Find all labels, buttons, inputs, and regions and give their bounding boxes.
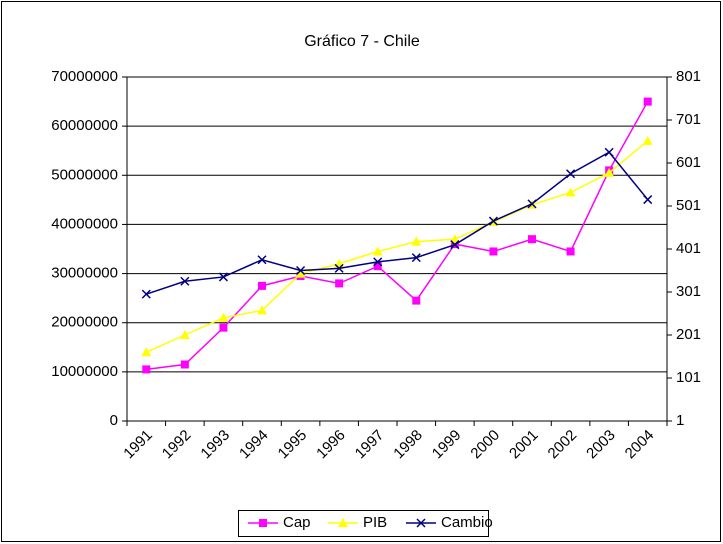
marker xyxy=(295,268,306,278)
y2-tick-label: 601 xyxy=(676,154,701,171)
series-line xyxy=(146,101,649,371)
marker xyxy=(411,253,421,263)
marker xyxy=(449,234,460,244)
marker xyxy=(338,518,348,527)
marker xyxy=(566,169,576,179)
marker xyxy=(411,236,422,246)
y-tick-label: 50000000 xyxy=(51,166,118,183)
marker xyxy=(334,263,344,273)
marker xyxy=(219,323,228,332)
y-tick-label: 30000000 xyxy=(51,265,118,282)
marker xyxy=(450,240,460,250)
marker xyxy=(180,360,189,369)
y-tick-label: 10000000 xyxy=(51,363,118,380)
marker xyxy=(179,330,190,339)
y-tick-label: 20000000 xyxy=(51,314,118,331)
marker xyxy=(142,365,151,374)
marker xyxy=(335,279,344,288)
marker xyxy=(489,247,498,256)
marker xyxy=(257,305,267,315)
marker xyxy=(141,347,152,357)
y2-tick-label: 301 xyxy=(676,283,701,300)
marker xyxy=(218,312,229,322)
marker xyxy=(528,235,536,244)
marker xyxy=(642,135,653,145)
marker xyxy=(257,255,267,265)
y-tick-label: 60000000 xyxy=(51,117,118,134)
y-tick-label: 0 xyxy=(110,412,118,429)
marker xyxy=(373,257,383,267)
legend-box xyxy=(238,510,489,537)
marker xyxy=(604,167,615,177)
marker xyxy=(218,272,228,282)
marker xyxy=(180,276,190,286)
marker xyxy=(643,195,653,205)
marker xyxy=(373,262,382,271)
y-tick-label: 70000000 xyxy=(51,68,118,85)
marker xyxy=(259,519,267,527)
marker xyxy=(566,247,575,256)
marker xyxy=(412,296,421,305)
y2-tick-label: 401 xyxy=(676,240,701,257)
marker xyxy=(141,289,151,299)
y2-tick-label: 501 xyxy=(676,197,701,214)
marker xyxy=(258,281,266,290)
marker xyxy=(372,246,383,256)
y2-tick-label: 201 xyxy=(676,326,701,343)
marker xyxy=(604,147,614,157)
y2-tick-label: 1 xyxy=(676,412,684,429)
chart-title: Gráfico 7 - Chile xyxy=(304,33,420,50)
marker xyxy=(565,187,576,197)
series-line xyxy=(145,140,649,353)
marker xyxy=(416,518,426,528)
marker xyxy=(488,216,498,226)
legend-label: Cap xyxy=(283,514,311,531)
marker xyxy=(643,97,652,106)
marker xyxy=(527,199,537,209)
y-tick-label: 40000000 xyxy=(51,215,118,232)
y2-tick-label: 801 xyxy=(676,68,701,85)
legend-label: Cambio xyxy=(441,514,493,531)
y2-tick-label: 701 xyxy=(676,111,701,128)
y2-tick-label: 101 xyxy=(676,369,701,386)
series-line xyxy=(146,151,649,295)
marker xyxy=(296,265,306,276)
legend-label: PIB xyxy=(363,514,387,531)
